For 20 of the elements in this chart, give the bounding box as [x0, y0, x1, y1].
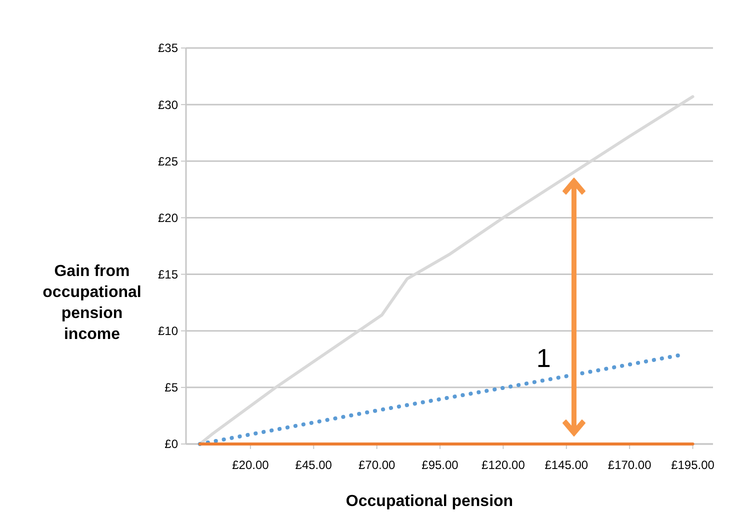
- y-tick-label: £35: [158, 41, 178, 56]
- x-tick-label: £195.00: [671, 458, 715, 472]
- y-tick-label: £20: [158, 210, 178, 225]
- x-axis-title: Occupational pension: [346, 493, 514, 510]
- x-tick-label: £145.00: [544, 458, 588, 472]
- y-tick-label: £5: [164, 380, 178, 395]
- annotation: 1: [536, 343, 551, 374]
- x-tick-label: £95.00: [422, 458, 459, 472]
- x-tick-label: £20.00: [232, 458, 270, 472]
- y-tick-label: £30: [158, 98, 178, 112]
- x-tick-label: £170.00: [608, 458, 652, 472]
- x-tick-label: £70.00: [358, 458, 396, 472]
- y-tick-label: £10: [158, 324, 178, 338]
- y-tick-label: £0: [164, 437, 178, 452]
- line-series: [198, 95, 694, 446]
- x-tick-label: £45.00: [295, 458, 332, 472]
- y-tick-label: £15: [158, 267, 178, 282]
- x-tick-label: £120.00: [482, 458, 526, 472]
- y-tick-label: £25: [158, 154, 178, 168]
- y-axis-title: Gain from occupational pension income: [42, 263, 142, 343]
